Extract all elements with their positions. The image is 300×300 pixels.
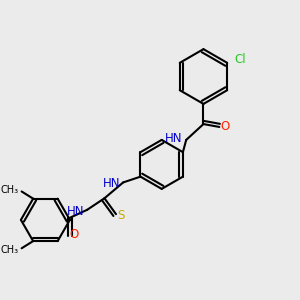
Text: HN: HN [165,132,183,145]
Text: HN: HN [103,177,120,190]
Text: O: O [69,228,78,241]
Text: Cl: Cl [234,53,246,67]
Text: CH₃: CH₃ [1,185,19,195]
Text: CH₃: CH₃ [1,245,19,255]
Text: HN: HN [68,205,85,218]
Text: S: S [118,209,125,222]
Text: O: O [220,120,229,134]
